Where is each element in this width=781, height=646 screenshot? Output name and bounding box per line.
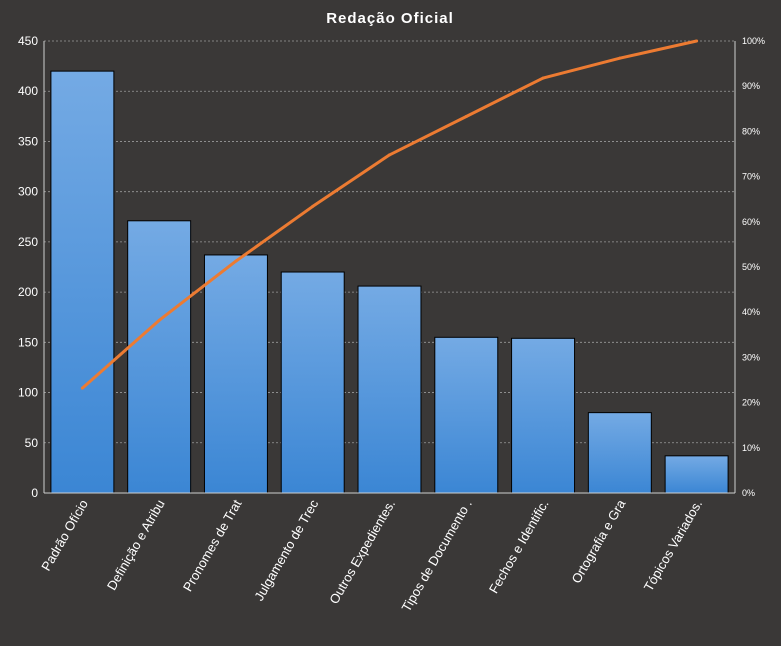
y-tick-label: 100	[18, 386, 38, 400]
bar	[664, 455, 729, 494]
y-tick-label: 300	[18, 185, 38, 199]
y2-tick-label: 0%	[742, 488, 755, 498]
y-tick-label: 350	[18, 134, 38, 148]
y-tick-label: 400	[18, 84, 38, 98]
line-point	[541, 76, 545, 80]
line-point	[80, 386, 84, 390]
bar	[511, 337, 576, 494]
y-tick-label: 150	[18, 335, 38, 349]
bar	[587, 412, 652, 494]
bar	[127, 220, 192, 494]
y2-tick-label: 60%	[742, 217, 760, 227]
bar	[434, 336, 499, 494]
line-point	[464, 114, 468, 118]
y2-tick-label: 40%	[742, 307, 760, 317]
chart-title: Redação Oficial	[326, 10, 454, 27]
y2-tick-label: 90%	[742, 81, 760, 91]
x-tick-label: Fechos e Identific.	[486, 497, 552, 596]
x-tick-label: Tipos de Documento .	[399, 497, 475, 614]
y-tick-label: 250	[18, 235, 38, 249]
x-tick-label: Padrão Ofício	[38, 497, 91, 573]
bar	[280, 271, 345, 494]
y-tick-label: 450	[18, 34, 38, 48]
y2-tick-label: 50%	[742, 262, 760, 272]
y-tick-label: 50	[25, 436, 39, 450]
x-tick-label: Pronomes de Trat	[180, 497, 245, 594]
y2-tick-label: 30%	[742, 352, 760, 362]
y2-tick-label: 20%	[742, 398, 760, 408]
y-tick-label: 200	[18, 285, 38, 299]
line-point	[157, 318, 161, 322]
y2-tick-label: 80%	[742, 126, 760, 136]
cumulative-line-series	[80, 39, 699, 390]
line-point	[618, 56, 622, 60]
x-tick-label: Ortografia e Gra	[568, 496, 628, 586]
x-tick-label: Outros Expedientes.	[326, 497, 398, 607]
line-point	[311, 204, 315, 208]
y2-tick-label: 70%	[742, 172, 760, 182]
bar	[203, 254, 268, 494]
line-point	[695, 39, 699, 43]
bar	[357, 285, 422, 494]
x-tick-label: Definição e Atribu	[104, 497, 168, 593]
bar-series	[50, 70, 729, 494]
x-tick-label: Tópicos Variados.	[641, 497, 706, 594]
bar	[50, 70, 115, 494]
y2-tick-label: 100%	[742, 36, 765, 46]
line-point	[234, 259, 238, 263]
x-tick-label: Julgamento de Trec	[251, 497, 321, 604]
y2-tick-label: 10%	[742, 443, 760, 453]
line-point	[388, 153, 391, 157]
y-tick-label: 0	[31, 486, 38, 500]
